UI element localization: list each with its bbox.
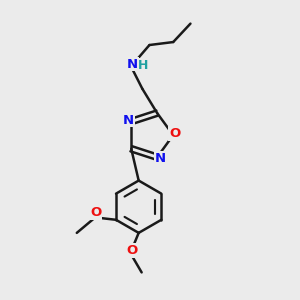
Text: H: H xyxy=(138,59,149,72)
Text: O: O xyxy=(90,206,101,219)
Text: N: N xyxy=(127,58,138,70)
Text: N: N xyxy=(154,152,166,165)
Text: O: O xyxy=(126,244,137,257)
Text: O: O xyxy=(169,127,181,140)
Text: N: N xyxy=(123,113,134,127)
